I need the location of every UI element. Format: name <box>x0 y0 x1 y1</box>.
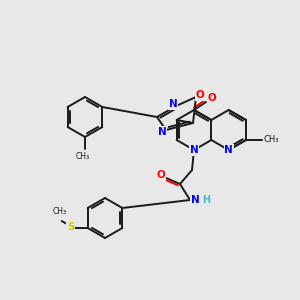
Text: CH₃: CH₃ <box>76 152 90 161</box>
Text: S: S <box>67 222 74 232</box>
Text: O: O <box>157 170 165 180</box>
Text: N: N <box>224 145 233 155</box>
Text: H: H <box>202 195 210 205</box>
Text: CH₃: CH₃ <box>52 207 67 216</box>
Text: CH₃: CH₃ <box>264 136 280 145</box>
Text: N: N <box>190 145 198 155</box>
Text: N: N <box>190 195 200 205</box>
Text: O: O <box>196 90 204 100</box>
Text: N: N <box>169 99 177 109</box>
Text: N: N <box>158 127 166 137</box>
Text: O: O <box>208 93 216 103</box>
